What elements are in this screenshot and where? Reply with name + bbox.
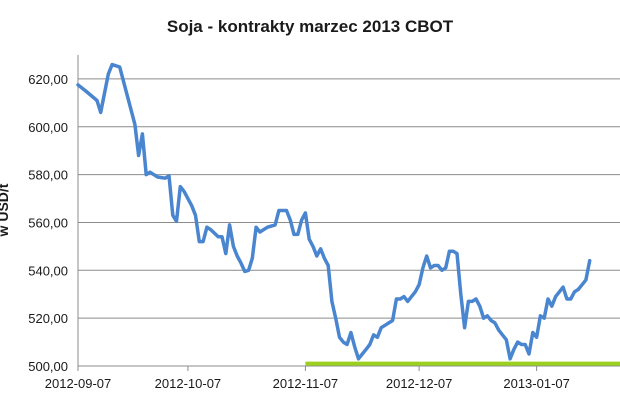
- series-line: [76, 62, 592, 361]
- x-tick-labels: 2012-09-07 2012-10-07 2012-11-07 2012-12-07…: [45, 376, 570, 391]
- y-tick-label: 580,00: [28, 168, 68, 183]
- y-tick-label: 520,00: [28, 311, 68, 326]
- axes: [77, 55, 620, 371]
- x-tick-label: 2013-01-07: [503, 376, 570, 391]
- y-tick-label: 620,00: [28, 72, 68, 87]
- x-tick-label: 2012-11-07: [273, 376, 339, 391]
- x-tick-label: 2012-12-07: [386, 376, 453, 391]
- y-axis-label: w USD/t: [0, 183, 11, 237]
- y-tick-labels: 500,00 520,00 540,00 560,00 580,00 600,00 620,…: [28, 72, 68, 374]
- x-tick-label: 2012-09-07: [45, 376, 112, 391]
- y-tick-label: 540,00: [28, 263, 68, 278]
- series-layer: [76, 62, 592, 361]
- y-tick-label: 500,00: [28, 359, 68, 374]
- x-tick-label: 2012-10-07: [155, 376, 222, 391]
- y-tick-label: 600,00: [28, 120, 68, 135]
- y-tick-label: 560,00: [28, 215, 68, 230]
- chart-title: Soja - kontrakty marzec 2013 CBOT: [167, 17, 454, 36]
